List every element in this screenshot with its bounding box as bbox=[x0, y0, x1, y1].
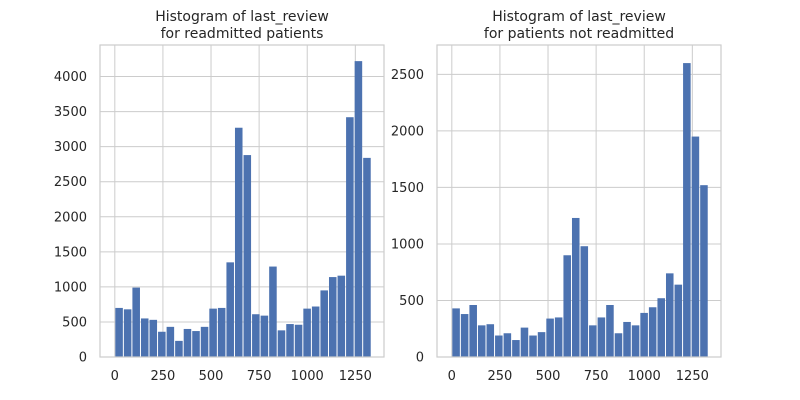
histogram-bars bbox=[452, 63, 708, 358]
y-tick-label: 1000 bbox=[391, 237, 424, 252]
x-tick-label: 0 bbox=[111, 369, 119, 384]
histogram-bar bbox=[529, 335, 537, 357]
x-tick-label: 250 bbox=[151, 369, 176, 384]
histogram-bar bbox=[597, 317, 606, 357]
histogram-bar bbox=[192, 331, 200, 357]
histogram-bar bbox=[234, 127, 243, 358]
histogram-bar bbox=[209, 308, 217, 357]
x-tick-label: 1250 bbox=[339, 369, 372, 384]
histogram-bar bbox=[346, 117, 354, 357]
x-tick-label: 1000 bbox=[291, 369, 324, 384]
histogram-bar bbox=[554, 317, 563, 357]
histogram-bar bbox=[252, 314, 260, 357]
histogram-bar bbox=[657, 298, 665, 357]
y-tick-label: 0 bbox=[416, 351, 424, 366]
histogram-bar bbox=[503, 333, 512, 357]
histogram-bar bbox=[623, 321, 631, 357]
histogram-bar bbox=[294, 324, 303, 357]
histogram-bar bbox=[546, 318, 554, 357]
histogram-bar bbox=[269, 266, 277, 357]
histogram-bar bbox=[606, 305, 614, 357]
histogram-bar bbox=[486, 324, 495, 357]
histogram-bar bbox=[520, 327, 529, 357]
histogram-bars bbox=[115, 61, 371, 358]
x-tick-label: 1000 bbox=[628, 369, 661, 384]
histogram-bar bbox=[303, 308, 311, 357]
histogram-bar bbox=[477, 325, 486, 357]
histogram-bar bbox=[683, 63, 691, 358]
x-tick-label: 500 bbox=[536, 369, 561, 384]
histogram-bar bbox=[243, 155, 252, 357]
y-tick-label: 1500 bbox=[54, 245, 87, 260]
histogram-bar bbox=[149, 319, 158, 357]
histogram-bar bbox=[700, 185, 708, 357]
histogram-bar bbox=[648, 307, 657, 357]
y-tick-label: 2000 bbox=[391, 124, 424, 139]
x-tick-label: 500 bbox=[199, 369, 224, 384]
y-tick-label: 500 bbox=[399, 294, 424, 309]
histogram-bar bbox=[640, 312, 648, 357]
y-tick-label: 500 bbox=[62, 315, 87, 330]
x-tick-label: 0 bbox=[448, 369, 456, 384]
x-tick-label: 750 bbox=[247, 369, 272, 384]
y-tick-label: 2500 bbox=[391, 68, 424, 83]
histogram-bar bbox=[328, 277, 337, 357]
histogram-bar bbox=[115, 307, 123, 357]
histogram-bar bbox=[589, 325, 597, 357]
histogram-bar bbox=[140, 318, 149, 357]
histogram-bar bbox=[537, 332, 546, 357]
chart-title: Histogram of last_review for readmitted p… bbox=[155, 9, 329, 42]
histogram-bar bbox=[354, 61, 363, 357]
x-tick-label: 750 bbox=[584, 369, 609, 384]
y-tick-label: 3000 bbox=[54, 140, 87, 155]
histogram-bar bbox=[460, 314, 469, 357]
histogram-not-readmitted-panel: Histogram of last_review for patients not… bbox=[391, 9, 722, 384]
plot-frame bbox=[436, 44, 722, 358]
x-tick-label: 1250 bbox=[676, 369, 709, 384]
histogram-bar bbox=[495, 335, 503, 357]
histogram-bar bbox=[452, 308, 460, 357]
histogram-bar bbox=[175, 340, 183, 357]
y-tick-label: 4000 bbox=[54, 70, 87, 85]
plot-frame bbox=[99, 44, 385, 358]
histogram-bar bbox=[217, 307, 226, 357]
histogram-bar bbox=[123, 309, 132, 357]
histogram-bar bbox=[674, 284, 683, 357]
histogram-bar bbox=[166, 326, 175, 357]
histogram-bar bbox=[260, 315, 269, 357]
histogram-bar bbox=[563, 255, 571, 357]
histogram-readmitted-panel: Histogram of last_review for readmitted p… bbox=[54, 9, 385, 384]
histogram-bar bbox=[363, 157, 371, 357]
histogram-bar bbox=[469, 305, 477, 357]
histogram-bar bbox=[320, 290, 328, 357]
histogram-bar bbox=[665, 273, 674, 357]
y-tick-label: 1000 bbox=[54, 280, 87, 295]
chart-title: Histogram of last_review for patients not… bbox=[484, 9, 674, 42]
histogram-bar bbox=[226, 262, 234, 357]
y-tick-label: 1500 bbox=[391, 181, 424, 196]
y-tick-label: 2500 bbox=[54, 175, 87, 190]
histogram-bar bbox=[512, 340, 520, 357]
histogram-bar bbox=[337, 275, 346, 357]
histogram-bar bbox=[580, 246, 589, 357]
y-tick-label: 2000 bbox=[54, 210, 87, 225]
y-tick-label: 0 bbox=[79, 351, 87, 366]
histogram-bar bbox=[158, 331, 166, 357]
histogram-bar bbox=[277, 330, 286, 357]
histogram-bar bbox=[691, 136, 700, 357]
histogram-bar bbox=[631, 325, 640, 357]
histogram-bar bbox=[183, 328, 192, 357]
histogram-bar bbox=[571, 217, 580, 357]
x-tick-label: 250 bbox=[488, 369, 513, 384]
histogram-bar bbox=[200, 326, 209, 357]
histogram-bar bbox=[132, 287, 140, 357]
histogram-bar bbox=[311, 306, 320, 357]
histogram-bar bbox=[286, 324, 294, 357]
y-tick-label: 3500 bbox=[54, 105, 87, 120]
histogram-bar bbox=[614, 333, 623, 357]
